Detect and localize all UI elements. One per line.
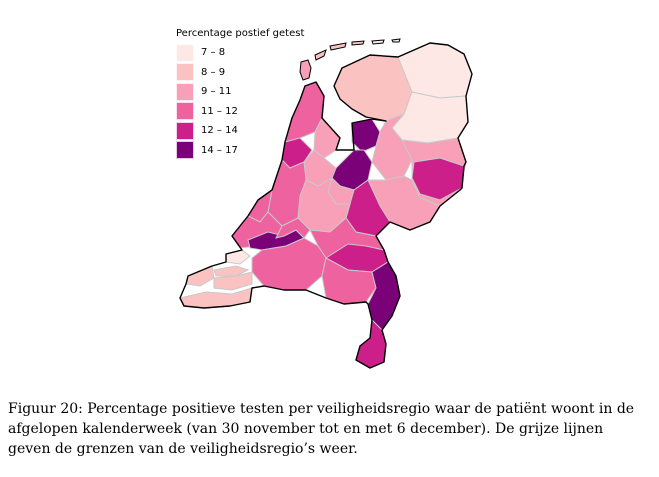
region-limburg-noord xyxy=(367,261,401,331)
region-rottumeroog xyxy=(391,38,401,43)
choropleth-map xyxy=(160,20,500,375)
legend-title: Percentage postief getest xyxy=(176,28,305,39)
legend-label: 11 – 12 xyxy=(201,105,238,117)
region-vlieland xyxy=(314,49,327,61)
legend-label: 14 – 17 xyxy=(201,144,238,156)
legend-swatch xyxy=(176,102,194,121)
region-zuid-holland-zuid xyxy=(275,217,311,239)
legend-item: 7 – 8 xyxy=(176,43,304,63)
legend-swatch xyxy=(176,82,194,101)
legend-item: 14 – 17 xyxy=(176,141,304,161)
region-terschelling xyxy=(329,42,347,51)
region-ameland xyxy=(351,40,365,46)
region-zeeland-walcheren xyxy=(185,265,215,287)
legend-swatch xyxy=(176,141,194,160)
map-legend: Percentage postief getest 7 – 8 8 – 9 9 … xyxy=(176,28,304,160)
legend-swatch xyxy=(176,63,194,82)
region-zeeuws-vlaanderen xyxy=(179,287,253,309)
country-outline xyxy=(179,42,473,369)
legend-label: 9 – 11 xyxy=(201,86,232,98)
legend-swatch xyxy=(176,43,194,62)
legend-item: 11 – 12 xyxy=(176,102,304,122)
legend-item: 12 – 14 xyxy=(176,121,304,141)
legend-label: 12 – 14 xyxy=(201,125,238,137)
region-fryslan xyxy=(333,54,413,122)
legend-label: 7 – 8 xyxy=(201,47,226,59)
netherlands-map-svg xyxy=(179,38,473,369)
legend-item: 9 – 11 xyxy=(176,82,304,102)
legend-swatch xyxy=(176,121,194,140)
legend-item: 8 – 9 xyxy=(176,63,304,83)
legend-label: 8 – 9 xyxy=(201,66,226,78)
region-zeeland-schouwen xyxy=(225,249,251,265)
region-twente-core xyxy=(411,157,465,201)
region-zeeland-zuid-beveland xyxy=(213,271,253,291)
region-zeeland-noord-beveland xyxy=(213,265,250,277)
region-schiermonnikoog xyxy=(371,39,385,45)
figure-caption: Figuur 20: Percentage positieve testen p… xyxy=(8,401,635,457)
region-texel xyxy=(299,59,312,81)
